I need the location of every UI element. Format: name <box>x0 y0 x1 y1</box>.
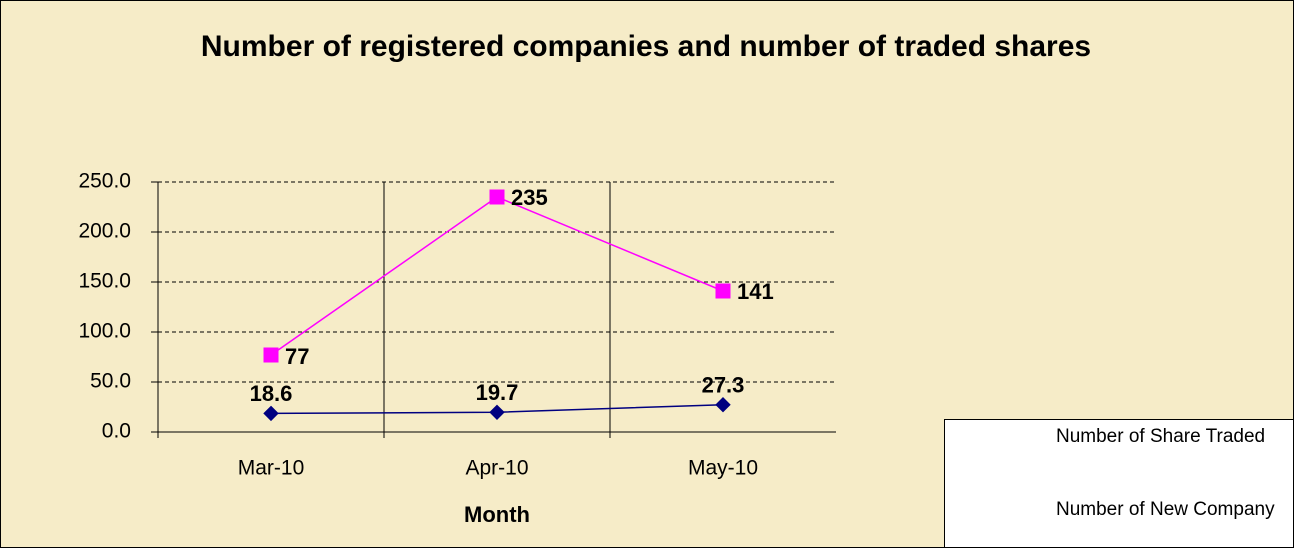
y-tick-label: 200.0 <box>78 220 131 243</box>
series-marker <box>263 347 279 363</box>
data-label: 27.3 <box>702 373 745 398</box>
series-marker <box>489 404 505 421</box>
data-label: 235 <box>511 185 548 210</box>
series-line <box>270 196 724 356</box>
series-marker <box>263 405 279 422</box>
y-tick-label: 0.0 <box>102 420 131 443</box>
chart-title: Number of registered companies and numbe… <box>200 30 1092 63</box>
series-marker <box>715 396 731 413</box>
data-label: 19.7 <box>476 380 519 405</box>
data-label: 141 <box>737 279 774 304</box>
data-label: 77 <box>285 344 309 369</box>
legend-label: Number of New Company <box>1056 499 1275 520</box>
y-tick-label: 50.0 <box>90 370 131 393</box>
series-marker <box>489 189 505 205</box>
y-tick-label: 150.0 <box>78 270 131 293</box>
x-tick-label: Apr-10 <box>465 457 528 480</box>
x-tick-label: May-10 <box>688 457 758 480</box>
series-marker <box>715 283 731 299</box>
y-tick-label: 250.0 <box>78 170 131 193</box>
legend-label: Number of Share Traded <box>1056 426 1266 447</box>
y-tick-label: 100.0 <box>78 320 131 343</box>
legend <box>944 419 1293 547</box>
x-axis-label: Month <box>464 502 530 527</box>
x-tick-label: Mar-10 <box>238 457 305 480</box>
data-label: 18.6 <box>250 381 293 406</box>
